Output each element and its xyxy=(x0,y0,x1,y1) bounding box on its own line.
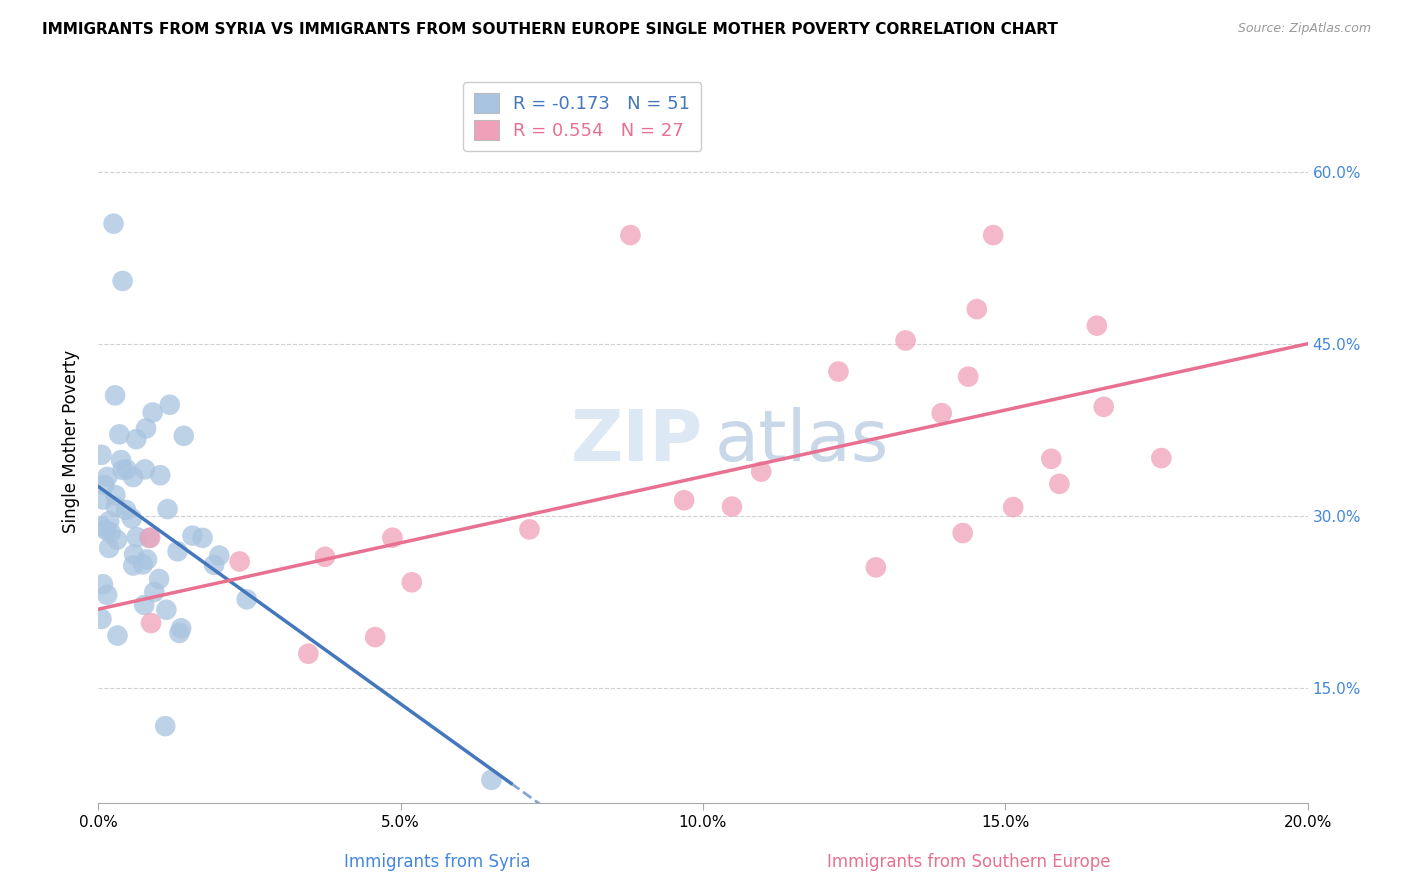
Point xyxy=(155,603,177,617)
Point xyxy=(1150,451,1173,466)
Point xyxy=(297,647,319,661)
Point xyxy=(148,572,170,586)
Point xyxy=(827,365,849,379)
Point xyxy=(90,448,112,462)
Point xyxy=(98,514,121,528)
Point xyxy=(135,421,157,435)
Point xyxy=(90,519,112,533)
Point xyxy=(966,302,988,317)
Point xyxy=(115,503,138,517)
Point xyxy=(111,274,134,288)
Point xyxy=(98,541,121,555)
Point xyxy=(156,502,179,516)
Point xyxy=(208,549,231,563)
Point xyxy=(115,462,138,476)
Point xyxy=(143,585,166,599)
Point xyxy=(170,621,193,635)
Text: atlas: atlas xyxy=(716,407,890,476)
Point xyxy=(202,558,225,572)
Point xyxy=(104,388,127,402)
Point xyxy=(90,612,112,626)
Point xyxy=(931,406,953,420)
Point xyxy=(749,465,772,479)
Legend: R = -0.173   N = 51, R = 0.554   N = 27: R = -0.173 N = 51, R = 0.554 N = 27 xyxy=(463,82,702,151)
Point xyxy=(108,427,131,442)
Point xyxy=(401,575,423,590)
Point xyxy=(173,429,195,443)
Point xyxy=(314,549,336,564)
Point xyxy=(134,598,156,612)
Point xyxy=(957,369,980,384)
Point xyxy=(122,548,145,562)
Point xyxy=(155,719,177,733)
Point xyxy=(125,530,148,544)
Point xyxy=(139,615,162,630)
Point xyxy=(122,558,145,573)
Point xyxy=(132,558,155,572)
Point xyxy=(673,493,696,508)
Point xyxy=(142,405,165,419)
Text: Source: ZipAtlas.com: Source: ZipAtlas.com xyxy=(1237,22,1371,36)
Text: Immigrants from Syria: Immigrants from Syria xyxy=(343,854,530,871)
Point xyxy=(105,533,128,547)
Point xyxy=(100,525,122,540)
Point xyxy=(191,531,214,545)
Point xyxy=(159,398,181,412)
Point xyxy=(104,488,127,502)
Point xyxy=(122,470,145,484)
Point xyxy=(111,463,134,477)
Point xyxy=(136,552,159,566)
Point xyxy=(110,453,132,467)
Point xyxy=(235,592,257,607)
Point xyxy=(364,630,387,644)
Point xyxy=(94,523,117,537)
Point xyxy=(519,522,541,536)
Point xyxy=(96,470,118,484)
Text: ZIP: ZIP xyxy=(571,407,703,476)
Point xyxy=(169,626,191,640)
Text: IMMIGRANTS FROM SYRIA VS IMMIGRANTS FROM SOUTHERN EUROPE SINGLE MOTHER POVERTY C: IMMIGRANTS FROM SYRIA VS IMMIGRANTS FROM… xyxy=(42,22,1059,37)
Point xyxy=(139,531,162,545)
Point xyxy=(149,468,172,483)
Point xyxy=(952,526,974,541)
Point xyxy=(96,588,118,602)
Point xyxy=(481,772,503,787)
Point xyxy=(91,492,114,507)
Point xyxy=(894,334,917,348)
Point xyxy=(1092,400,1115,414)
Point xyxy=(1085,318,1108,333)
Point xyxy=(1040,451,1063,466)
Point xyxy=(1047,476,1070,491)
Point xyxy=(1002,500,1025,515)
Point xyxy=(121,511,143,525)
Point xyxy=(181,528,204,542)
Point xyxy=(103,217,125,231)
Point xyxy=(125,432,148,446)
Point xyxy=(91,577,114,591)
Point xyxy=(166,544,188,558)
Point xyxy=(865,560,887,574)
Y-axis label: Single Mother Poverty: Single Mother Poverty xyxy=(62,350,80,533)
Point xyxy=(138,531,160,545)
Point xyxy=(981,228,1004,243)
Point xyxy=(134,462,156,476)
Point xyxy=(619,228,641,243)
Point xyxy=(381,531,404,545)
Point xyxy=(721,500,744,514)
Text: Immigrants from Southern Europe: Immigrants from Southern Europe xyxy=(827,854,1111,871)
Point xyxy=(228,554,250,568)
Point xyxy=(93,478,115,492)
Point xyxy=(107,629,129,643)
Point xyxy=(104,500,127,514)
